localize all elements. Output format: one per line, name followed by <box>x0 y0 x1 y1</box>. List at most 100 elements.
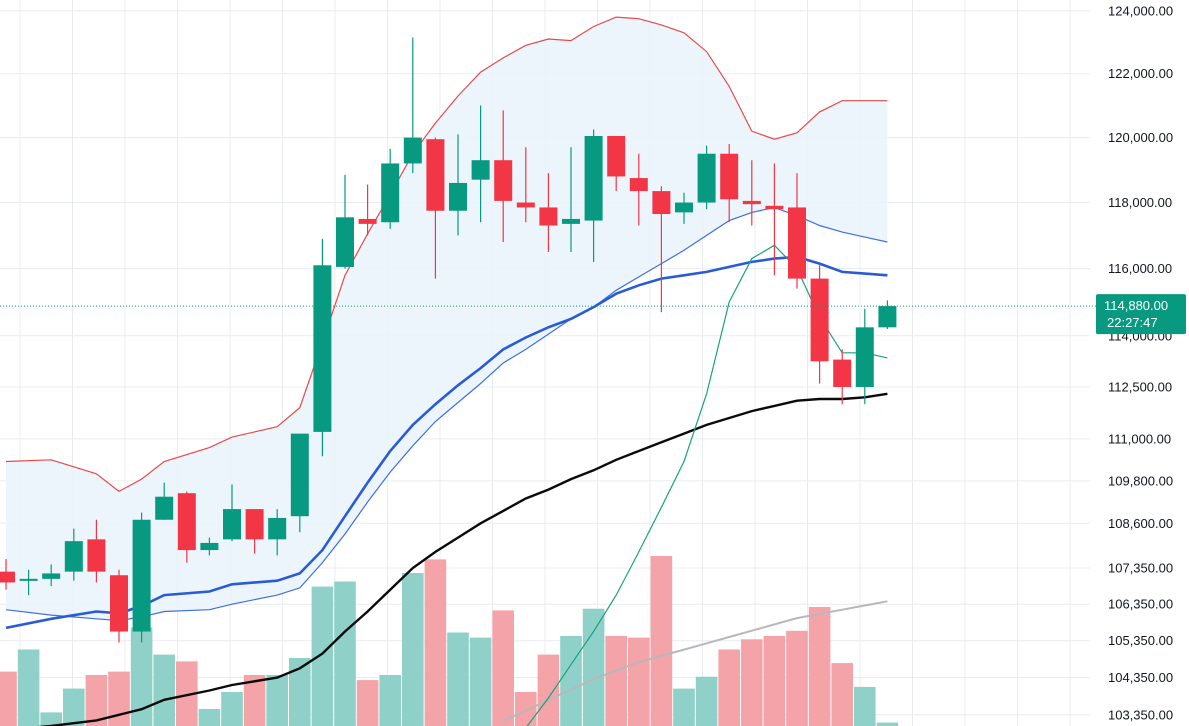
candle-body <box>155 496 174 520</box>
candle[interactable] <box>449 134 467 236</box>
price-tag-background <box>1096 294 1186 335</box>
candle[interactable] <box>810 265 829 384</box>
candle[interactable] <box>42 564 61 587</box>
candle[interactable] <box>336 174 354 269</box>
candle-body <box>675 202 693 213</box>
candle[interactable] <box>788 173 806 289</box>
candle-body <box>539 207 558 226</box>
candle[interactable] <box>516 147 535 223</box>
candle[interactable] <box>223 484 241 542</box>
volume-bar <box>153 654 175 726</box>
candle[interactable] <box>403 37 422 174</box>
candle-body <box>87 539 106 572</box>
candle[interactable] <box>177 491 196 563</box>
candle-body <box>855 327 874 387</box>
candle[interactable] <box>471 105 490 223</box>
candles[interactable] <box>0 37 897 643</box>
price-axis-label: 122,000.00 <box>1108 66 1173 81</box>
candle[interactable] <box>87 519 106 583</box>
candle-body <box>584 135 603 221</box>
bollinger-fill <box>6 17 888 621</box>
bollinger-upper-line <box>5 16 888 493</box>
candle-body <box>607 135 626 177</box>
candle-body <box>788 207 806 279</box>
current-price-tag: 114,880.00 22:27:47 <box>1096 294 1186 335</box>
candle-body <box>177 493 196 551</box>
price-axis-label: 106,350.00 <box>1108 597 1173 612</box>
candle[interactable] <box>697 145 716 210</box>
price-axis-label: 103,350.00 <box>1108 707 1173 722</box>
volume-bar <box>741 639 763 726</box>
candle-body <box>245 509 264 540</box>
candle-body <box>290 433 309 517</box>
price-axis-label: 107,350.00 <box>1108 561 1173 576</box>
candle[interactable] <box>720 144 739 223</box>
moving-average-black-line <box>36 392 888 726</box>
candle[interactable] <box>855 308 874 405</box>
candle[interactable] <box>765 163 784 276</box>
candle[interactable] <box>268 509 287 556</box>
volume-bar <box>763 635 786 726</box>
candle-body <box>878 306 897 328</box>
candle[interactable] <box>358 184 377 236</box>
candle-body <box>426 139 445 211</box>
candle-body <box>810 278 829 362</box>
candle[interactable] <box>381 148 400 229</box>
candle[interactable] <box>0 559 15 590</box>
volume-bar <box>63 688 85 726</box>
candle[interactable] <box>675 192 693 224</box>
candle[interactable] <box>494 110 513 243</box>
candle[interactable] <box>245 509 264 554</box>
candle[interactable] <box>132 512 151 643</box>
volume-bar <box>0 671 17 726</box>
volume-bar <box>221 692 243 726</box>
volume-bar <box>650 556 673 726</box>
moving-average-blue-line <box>5 255 888 630</box>
candle[interactable] <box>64 528 83 581</box>
candle[interactable] <box>155 482 174 520</box>
candle-body <box>765 205 784 210</box>
price-axis[interactable]: 124,000.00 122,000.00 120,000.00 118,000.00… <box>1108 3 1173 722</box>
candle[interactable] <box>19 569 38 596</box>
candle[interactable] <box>539 173 558 252</box>
candle[interactable] <box>562 147 580 252</box>
candle[interactable] <box>833 349 852 405</box>
candle[interactable] <box>629 153 648 226</box>
candle[interactable] <box>290 433 309 533</box>
volume-bar <box>17 649 40 726</box>
volume-bar <box>469 637 492 726</box>
candle[interactable] <box>742 160 761 226</box>
candle-body <box>629 178 648 192</box>
price-axis-label: 120,000.00 <box>1108 130 1173 145</box>
volume-bar <box>537 654 560 726</box>
candle-body <box>0 571 15 583</box>
volume-bar <box>424 559 447 726</box>
volume-bar <box>695 676 718 726</box>
candle-body <box>64 541 83 572</box>
candle[interactable] <box>652 186 671 313</box>
volume-bar <box>605 635 627 726</box>
candle-body <box>720 153 739 200</box>
candle[interactable] <box>313 238 332 457</box>
candle[interactable] <box>607 135 626 192</box>
candle[interactable] <box>584 129 603 262</box>
candle[interactable] <box>878 300 897 330</box>
candle-body <box>403 137 422 164</box>
volume-bar <box>447 632 469 726</box>
volume-bar <box>854 686 876 726</box>
volume-bar <box>560 635 582 726</box>
candle-body <box>449 182 467 211</box>
volume-bar <box>831 663 853 726</box>
volume-bar <box>876 722 899 726</box>
candle[interactable] <box>200 537 219 556</box>
volume-bar <box>379 675 401 726</box>
price-tag-price: 114,880.00 <box>1104 298 1168 313</box>
volume-bar <box>356 680 379 726</box>
candle[interactable] <box>426 137 445 279</box>
candle-body <box>516 202 535 208</box>
candle[interactable] <box>110 569 128 643</box>
price-axis-label: 118,000.00 <box>1108 195 1172 210</box>
volume-bar <box>628 637 650 726</box>
